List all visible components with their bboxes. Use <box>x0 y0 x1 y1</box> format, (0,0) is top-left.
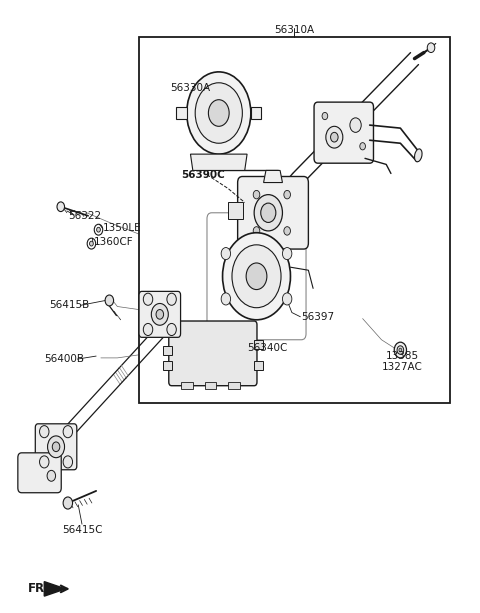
Bar <box>163 346 172 355</box>
Circle shape <box>195 83 242 143</box>
Circle shape <box>57 202 64 211</box>
Circle shape <box>427 43 435 53</box>
Text: 56400B: 56400B <box>44 354 84 364</box>
Circle shape <box>284 191 290 199</box>
Circle shape <box>331 132 338 142</box>
Text: 1360CF: 1360CF <box>94 237 133 247</box>
Text: 56390C: 56390C <box>181 170 225 180</box>
Circle shape <box>221 248 230 260</box>
Circle shape <box>144 324 153 335</box>
Circle shape <box>96 227 100 232</box>
Circle shape <box>284 227 290 235</box>
Bar <box>181 382 193 389</box>
FancyBboxPatch shape <box>169 321 257 386</box>
Circle shape <box>39 425 49 438</box>
Text: 13385: 13385 <box>386 351 420 361</box>
FancyBboxPatch shape <box>18 453 61 493</box>
Circle shape <box>261 203 276 223</box>
Circle shape <box>282 293 292 305</box>
Polygon shape <box>251 107 261 119</box>
Circle shape <box>144 293 153 305</box>
Circle shape <box>282 248 292 260</box>
Bar <box>228 382 240 389</box>
Circle shape <box>167 324 176 335</box>
Circle shape <box>105 295 114 306</box>
Circle shape <box>208 100 229 126</box>
Circle shape <box>394 342 407 358</box>
FancyBboxPatch shape <box>238 177 308 249</box>
Circle shape <box>254 195 282 231</box>
Bar <box>254 340 263 349</box>
Circle shape <box>253 191 260 199</box>
Text: 56340C: 56340C <box>247 343 288 352</box>
Text: 56415C: 56415C <box>62 525 102 535</box>
Circle shape <box>52 442 60 452</box>
Circle shape <box>322 112 328 120</box>
Polygon shape <box>264 170 282 183</box>
Circle shape <box>39 456 49 468</box>
Text: 56322: 56322 <box>68 211 101 221</box>
Circle shape <box>63 456 72 468</box>
Text: 56310A: 56310A <box>274 25 314 34</box>
Bar <box>204 382 216 389</box>
Circle shape <box>232 245 281 308</box>
Circle shape <box>399 348 402 352</box>
Circle shape <box>63 497 72 509</box>
Circle shape <box>167 293 176 305</box>
Bar <box>254 361 263 370</box>
Text: 1350LE: 1350LE <box>103 223 142 233</box>
Circle shape <box>90 241 93 246</box>
Polygon shape <box>191 154 247 170</box>
Circle shape <box>187 72 251 154</box>
Bar <box>163 361 172 370</box>
Circle shape <box>253 227 260 235</box>
Text: 56397: 56397 <box>301 312 335 322</box>
Text: 56330A: 56330A <box>170 83 211 93</box>
Circle shape <box>246 263 267 289</box>
FancyBboxPatch shape <box>36 424 77 470</box>
Text: FR.: FR. <box>28 582 50 595</box>
Text: 56415B: 56415B <box>49 300 89 310</box>
FancyBboxPatch shape <box>314 102 373 163</box>
Ellipse shape <box>415 149 422 162</box>
Circle shape <box>63 425 72 438</box>
Polygon shape <box>44 582 65 596</box>
Circle shape <box>360 143 365 150</box>
Circle shape <box>221 293 230 305</box>
Circle shape <box>151 303 168 326</box>
Bar <box>139 37 450 403</box>
Text: 1327AC: 1327AC <box>382 362 423 372</box>
Circle shape <box>350 118 361 132</box>
Circle shape <box>397 346 404 354</box>
Circle shape <box>48 436 64 458</box>
Polygon shape <box>176 107 187 119</box>
Circle shape <box>223 233 290 320</box>
Bar <box>228 202 243 219</box>
Circle shape <box>47 470 56 481</box>
Circle shape <box>156 310 164 319</box>
Circle shape <box>326 126 343 148</box>
FancyBboxPatch shape <box>139 291 180 337</box>
